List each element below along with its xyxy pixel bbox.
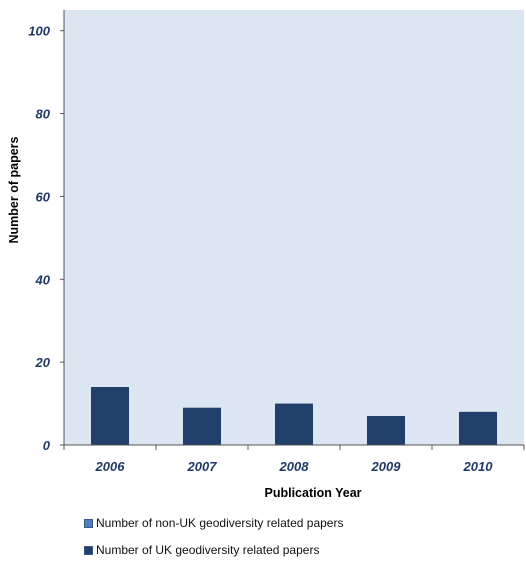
legend-swatch-uk xyxy=(84,545,93,555)
bar-2009-uk xyxy=(367,416,405,445)
x-tick-label: 2010 xyxy=(463,459,494,474)
bar-2008-uk xyxy=(275,403,313,445)
x-tick-label: 2007 xyxy=(187,459,218,474)
bar-2006-uk xyxy=(91,387,129,445)
y-tick-label: 0 xyxy=(43,438,51,453)
x-tick-label: 2006 xyxy=(95,459,126,474)
y-axis-title: Number of papers xyxy=(7,136,21,243)
bars-group xyxy=(91,387,497,445)
x-tick-label: 2009 xyxy=(371,459,402,474)
x-axis-title: Publication Year xyxy=(264,486,361,500)
y-tick-labels: 0 20 40 60 80 100 xyxy=(28,24,64,453)
y-tick-label: 20 xyxy=(35,355,51,370)
y-tick-label: 80 xyxy=(36,107,51,122)
x-tick-labels: 2006 2007 2008 2009 2010 xyxy=(63,445,525,474)
bar-2010-uk xyxy=(459,411,497,445)
bar-chart: 0 20 40 60 80 100 2006 2007 2008 2009 2010 Number… xyxy=(7,10,525,500)
y-tick-label: 40 xyxy=(35,272,51,287)
y-tick-label: 100 xyxy=(28,24,50,39)
y-tick-label: 60 xyxy=(36,189,51,204)
legend-item-non-uk: Number of non-UK geodiversity related pa… xyxy=(84,516,343,530)
bar-2007-uk xyxy=(183,407,221,445)
legend-swatch-non-uk xyxy=(84,518,93,528)
plot-area xyxy=(64,10,524,445)
x-tick-label: 2008 xyxy=(279,459,310,474)
legend-item-uk: Number of UK geodiversity related papers xyxy=(84,543,319,557)
legend-label-non-uk: Number of non-UK geodiversity related pa… xyxy=(96,516,344,530)
legend-label-uk: Number of UK geodiversity related papers xyxy=(96,543,320,557)
